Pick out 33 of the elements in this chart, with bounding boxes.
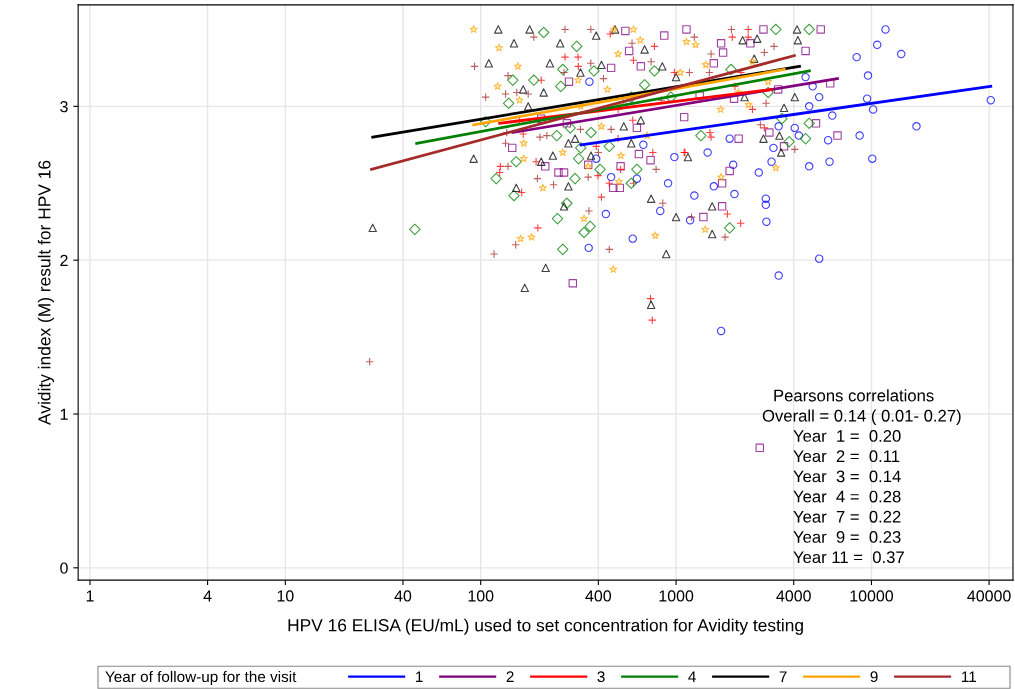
x-tick-label: 4 — [203, 590, 212, 602]
y-tick-label: 0 — [60, 562, 68, 574]
x-tick-label: 4000 — [776, 590, 811, 602]
legend-label: 7 — [779, 671, 787, 682]
legend-label: 3 — [597, 671, 605, 683]
annotation: Year 7 = 0.22 — [793, 510, 901, 523]
x-tick-label: 40 — [394, 590, 412, 602]
x-tick-label: 1 — [86, 590, 94, 602]
legend-label: 2 — [506, 671, 514, 682]
x-tick-label: 100 — [468, 590, 494, 602]
annotation: Year 1 = 0.20 — [793, 430, 901, 442]
annotation: Year 4 = 0.28 — [793, 490, 901, 503]
legend-label: 11 — [962, 671, 976, 682]
legend-label: 1 — [416, 671, 423, 682]
legend-label: 4 — [688, 671, 696, 682]
legend-title: Year of follow-up for the visit — [105, 670, 297, 686]
x-tick-label: 10000 — [850, 590, 894, 602]
annotation: Year 2 = 0.11 — [793, 450, 900, 463]
annotation: Year 3 = 0.14 — [793, 470, 901, 483]
x-tick-label: 400 — [585, 590, 612, 602]
y-tick-label: 2 — [60, 254, 68, 266]
x-tick-label: 1000 — [659, 590, 694, 602]
annotation: Year 9 = 0.23 — [793, 531, 901, 543]
y-axis-title: Avidity index (M) result for HPV 16 — [37, 160, 54, 425]
x-tick-label: 10 — [277, 590, 294, 602]
y-tick-label: 3 — [60, 100, 68, 113]
annotation: Pearsons correlations — [774, 389, 934, 402]
legend-label: 9 — [870, 671, 878, 683]
x-axis-title: HPV 16 ELISA (EU/mL) used to set concentration for Avidity testing — [288, 618, 803, 635]
annotation: Overall = 0.14 ( 0.01- 0.27) — [762, 409, 961, 425]
y-tick-label: 1 — [60, 408, 68, 420]
annotation: Year 11 = 0.37 — [793, 551, 904, 564]
x-tick-label: 40000 — [967, 590, 1011, 602]
